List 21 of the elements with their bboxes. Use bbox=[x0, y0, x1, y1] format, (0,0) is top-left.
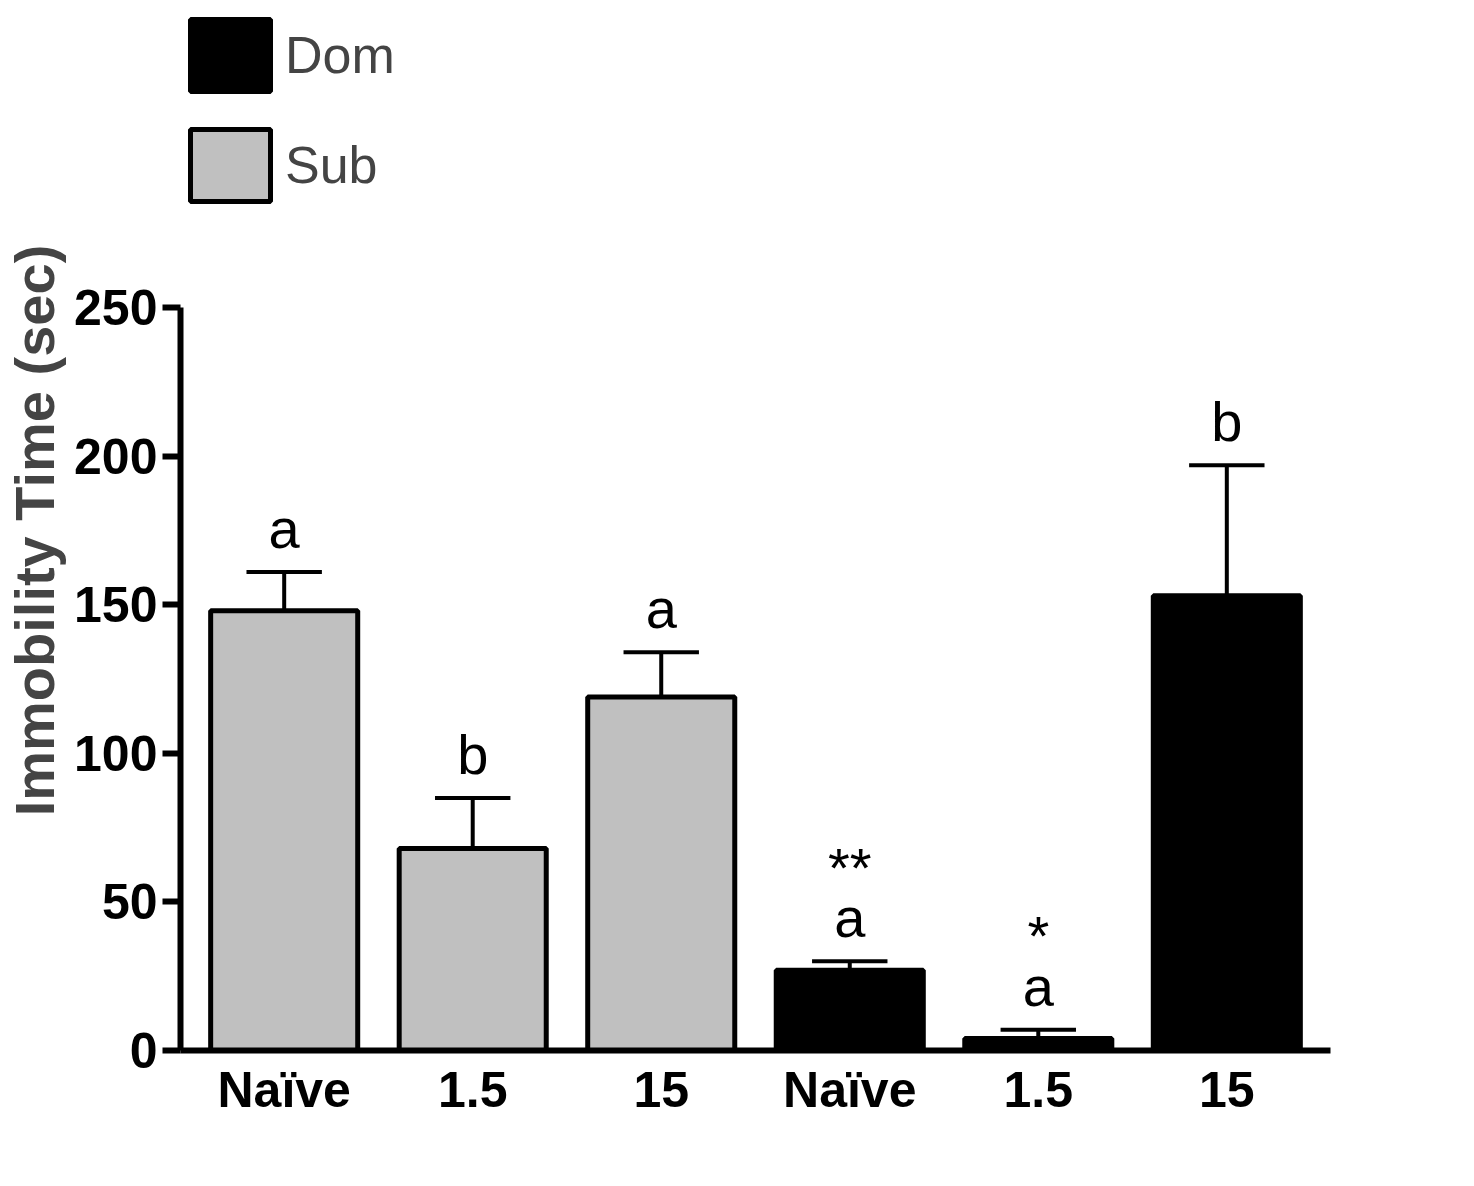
y-tick-label: 250 bbox=[74, 280, 158, 337]
y-tick-label: 150 bbox=[74, 577, 158, 634]
x-tick-label: Naïve bbox=[217, 1061, 351, 1118]
legend-label: Sub bbox=[285, 135, 378, 195]
data-label: b bbox=[457, 722, 489, 786]
data-label: ** a bbox=[827, 835, 872, 950]
x-tick-label: 1.5 bbox=[1003, 1061, 1074, 1118]
x-tick-label: 15 bbox=[1199, 1061, 1255, 1118]
x-tick-label: 15 bbox=[633, 1061, 690, 1118]
y-tick-label: 50 bbox=[101, 874, 158, 931]
y-axis-title: Immobility Time (sec) bbox=[3, 244, 67, 817]
y-tick-label: 100 bbox=[74, 725, 158, 782]
y-tick-label: 200 bbox=[74, 428, 158, 485]
y-tick-label: 0 bbox=[129, 1023, 158, 1079]
data-label: * a bbox=[1022, 904, 1055, 1018]
legend-label: Dom bbox=[285, 25, 395, 85]
x-tick-label: Naïve bbox=[783, 1061, 917, 1118]
data-label: a bbox=[645, 577, 678, 641]
data-label: a bbox=[268, 497, 301, 561]
x-tick-label: 1.5 bbox=[437, 1061, 508, 1118]
data-label: b bbox=[1211, 390, 1243, 454]
